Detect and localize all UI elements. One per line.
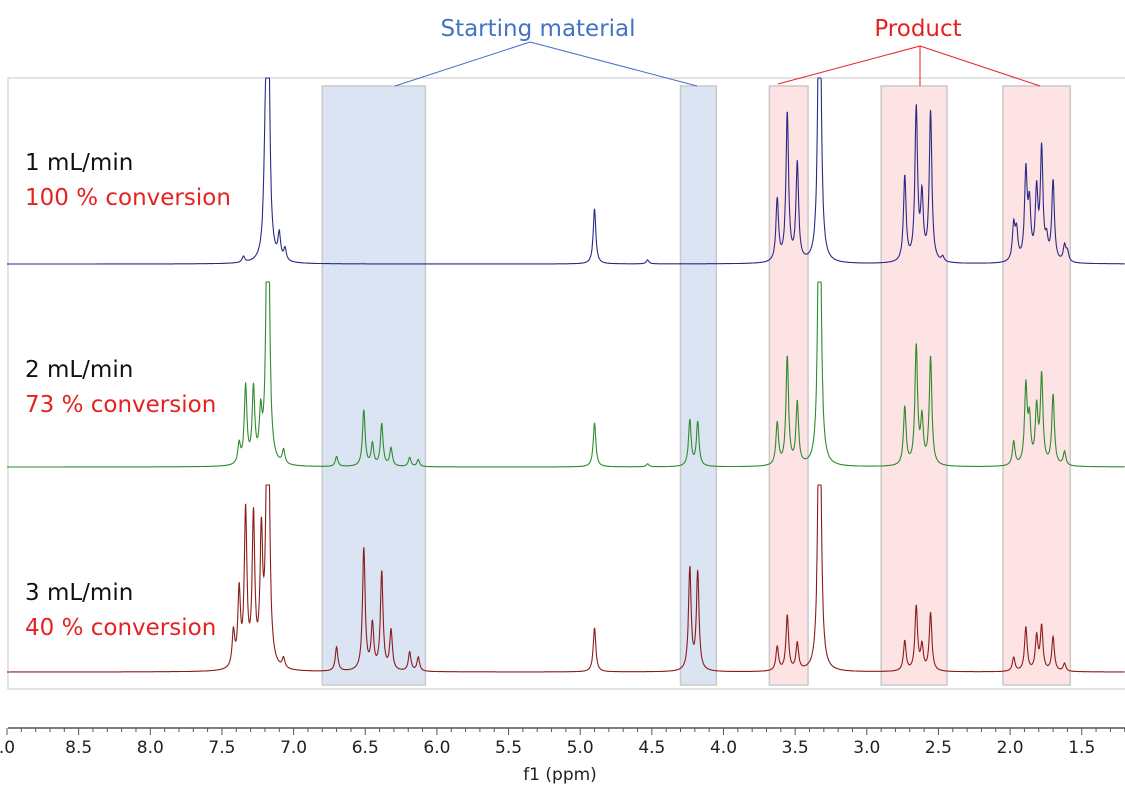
x-tick-label: 4.5 — [638, 738, 665, 758]
x-tick-label: 2.5 — [925, 738, 952, 758]
highlight-product-1 — [880, 85, 948, 686]
x-tick-label: 7.5 — [208, 738, 235, 758]
series-label: 2 mL/min — [25, 357, 133, 383]
x-tick-label: 6.5 — [352, 738, 379, 758]
x-tick-label: 3.0 — [853, 738, 880, 758]
spectrum-trace-3 — [7, 484, 1125, 673]
highlight-starting-material-0 — [321, 85, 427, 686]
x-tick-label: 3.5 — [782, 738, 809, 758]
series-label: 3 mL/min — [25, 580, 133, 606]
plot-frame — [7, 77, 1125, 690]
annotation-leader-lines — [777, 45, 1041, 87]
x-tick-label: .0 — [0, 738, 15, 758]
conversion-label: 100 % conversion — [25, 185, 231, 211]
conversion-label: 73 % conversion — [25, 392, 216, 418]
x-tick-label: 5.5 — [495, 738, 522, 758]
x-tick-label: 8.5 — [65, 738, 92, 758]
x-tick-label: 2.0 — [997, 738, 1024, 758]
spectrum-trace-2 — [7, 281, 1125, 468]
annotation-starting-material: Starting material — [440, 16, 635, 42]
series-label: 1 mL/min — [25, 150, 133, 176]
spectrum-trace-1 — [7, 77, 1125, 265]
x-tick-label: 6.0 — [423, 738, 450, 758]
annotation-leader-lines — [394, 41, 698, 87]
annotation-product: Product — [874, 16, 961, 42]
x-tick-label: 5.0 — [567, 738, 594, 758]
x-tick-label: 4.0 — [710, 738, 737, 758]
x-tick-label: 1.5 — [1068, 738, 1095, 758]
conversion-label: 40 % conversion — [25, 615, 216, 641]
x-tick-label: 7.0 — [280, 738, 307, 758]
highlight-product-2 — [1002, 85, 1072, 686]
x-tick-label: 8.0 — [137, 738, 164, 758]
x-axis-label: f1 (ppm) — [523, 765, 597, 785]
